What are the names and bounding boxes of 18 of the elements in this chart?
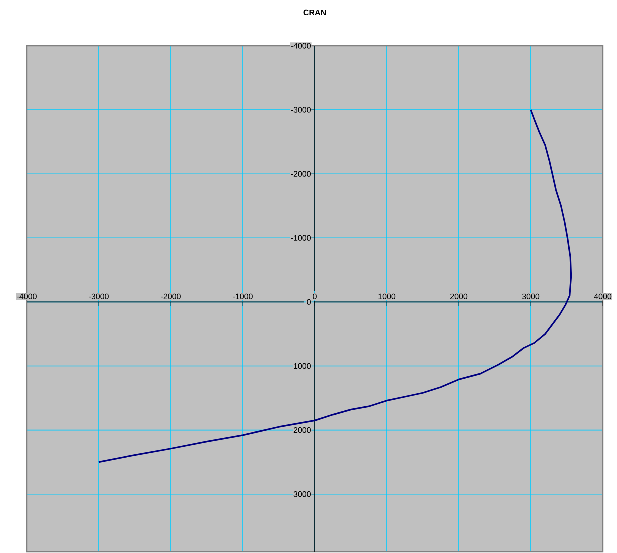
x-tick-label: 2000 xyxy=(450,294,468,300)
x-tick-label: 1000 xyxy=(378,294,396,300)
x-tick-label: 4000 xyxy=(594,294,612,300)
x-tick-label: -1000 xyxy=(233,294,253,300)
y-tick-label: -1000 xyxy=(291,235,311,241)
y-tick-label: -2000 xyxy=(291,171,311,177)
y-tick-label: 3000 xyxy=(294,492,311,498)
x-tick-label: -3000 xyxy=(89,294,109,300)
x-tick-label: -2000 xyxy=(161,294,181,300)
y-tick-label: -4000 xyxy=(291,43,311,49)
y-tick-label: -3000 xyxy=(291,107,311,113)
chart-title: CRAN xyxy=(304,10,326,16)
y-tick-label: 1000 xyxy=(294,363,311,370)
x-tick-label: 0 xyxy=(313,294,317,300)
y-tick-label: 0 xyxy=(307,299,311,306)
x-tick-label: 3000 xyxy=(522,294,540,300)
x-tick-label: -4000 xyxy=(17,294,37,300)
y-tick-label: 2000 xyxy=(294,427,311,434)
